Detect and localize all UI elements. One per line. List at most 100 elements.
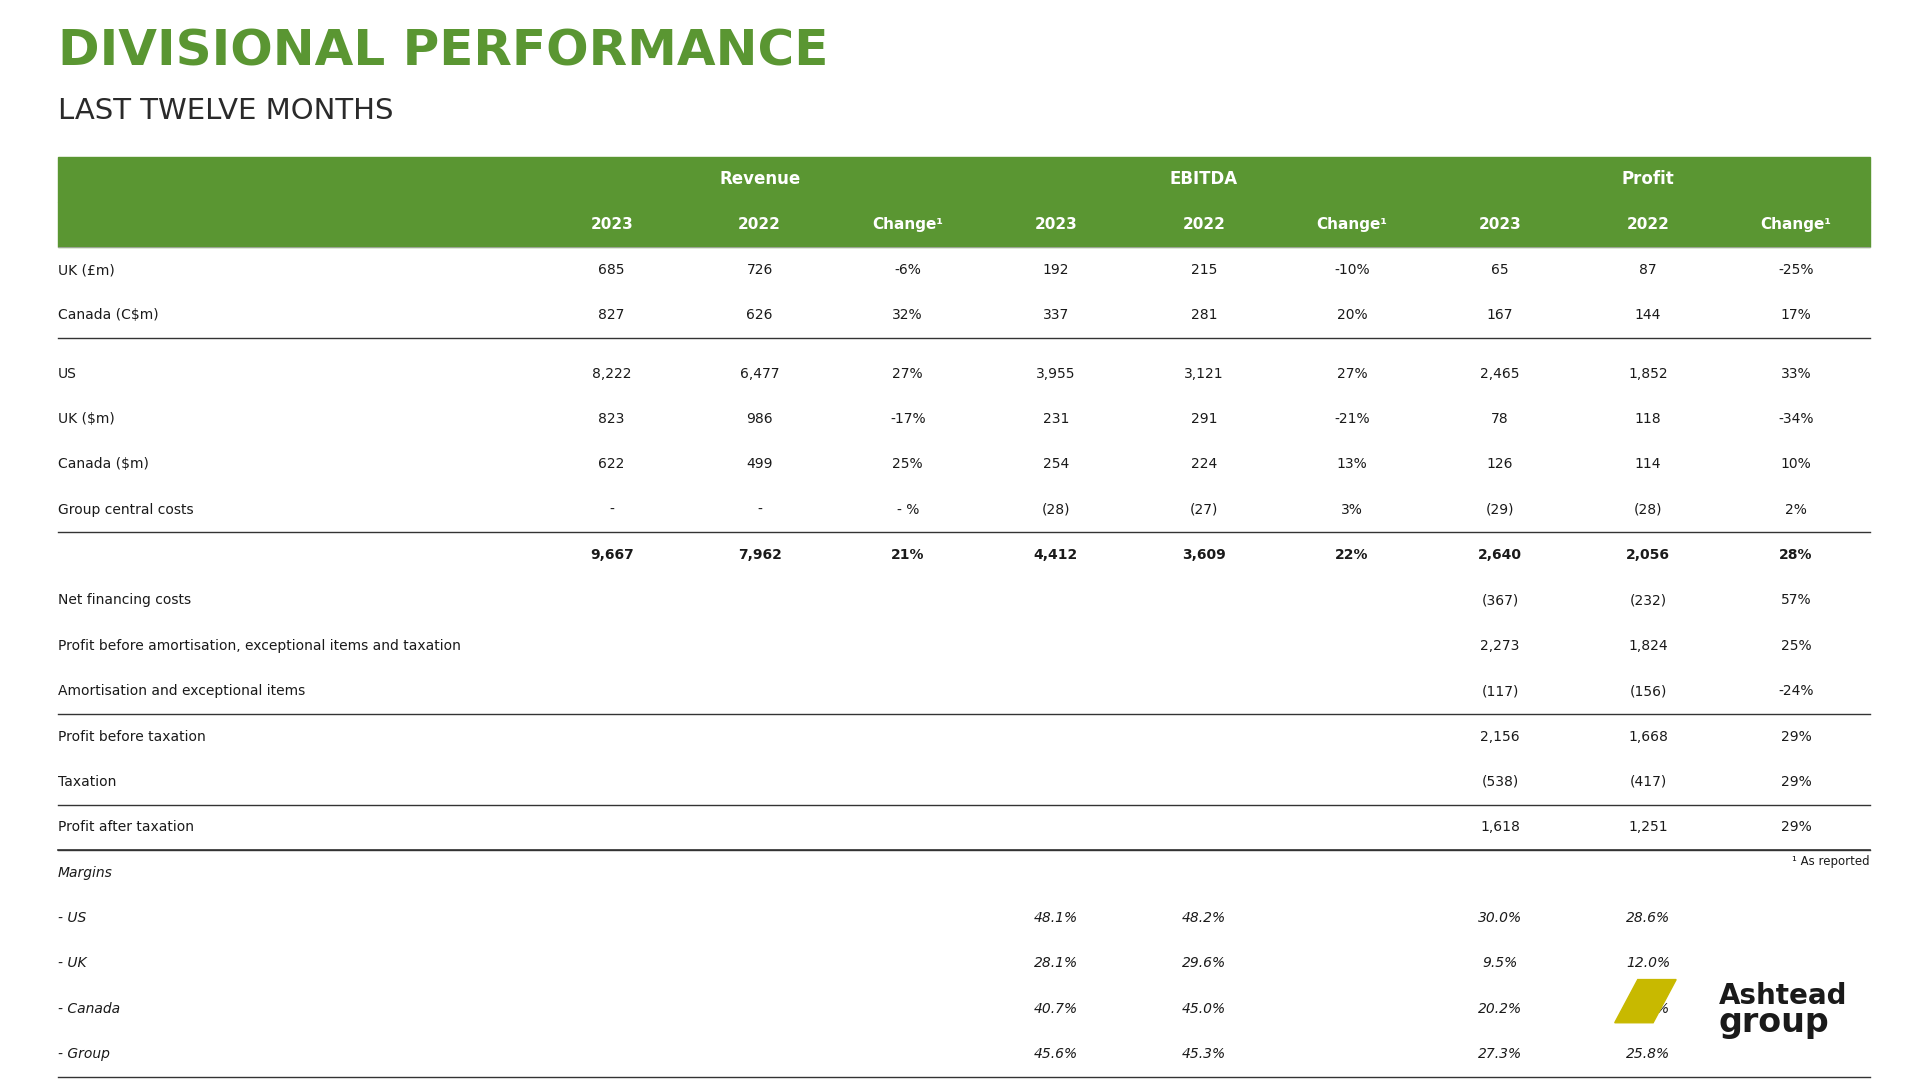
Text: (417): (417)	[1630, 775, 1667, 788]
Text: Change¹: Change¹	[872, 217, 943, 232]
Text: 13%: 13%	[1336, 458, 1367, 471]
Text: 254: 254	[1043, 458, 1069, 471]
Text: 1,618: 1,618	[1480, 821, 1521, 834]
Text: 3,955: 3,955	[1037, 367, 1075, 380]
Text: (117): (117)	[1480, 685, 1519, 698]
Text: 3,609: 3,609	[1183, 549, 1225, 562]
Text: UK (£m): UK (£m)	[58, 264, 115, 276]
Text: UK ($m): UK ($m)	[58, 413, 115, 426]
Text: 3,121: 3,121	[1185, 367, 1223, 380]
Text: 1,852: 1,852	[1628, 367, 1668, 380]
Text: - US: - US	[58, 912, 86, 924]
Text: 12.0%: 12.0%	[1626, 957, 1670, 970]
Text: 823: 823	[599, 413, 624, 426]
Text: Profit after taxation: Profit after taxation	[58, 821, 194, 834]
Text: Amortisation and exceptional items: Amortisation and exceptional items	[58, 685, 305, 698]
Text: 1,251: 1,251	[1628, 821, 1668, 834]
Bar	[58, 202, 1870, 247]
Text: Change¹: Change¹	[1761, 217, 1832, 232]
Text: - Group: - Group	[58, 1048, 109, 1061]
Text: 17%: 17%	[1780, 309, 1811, 322]
Text: 126: 126	[1486, 458, 1513, 471]
Text: 2022: 2022	[1626, 217, 1668, 232]
Text: 48.2%: 48.2%	[1183, 912, 1225, 924]
Text: 78: 78	[1492, 413, 1509, 426]
Text: 215: 215	[1190, 264, 1217, 276]
Text: Margins: Margins	[58, 866, 113, 879]
Text: 192: 192	[1043, 264, 1069, 276]
Text: 291: 291	[1190, 413, 1217, 426]
Text: 22%: 22%	[1334, 549, 1369, 562]
Text: -34%: -34%	[1778, 413, 1814, 426]
Text: 25%: 25%	[893, 458, 924, 471]
Text: 8,222: 8,222	[591, 367, 632, 380]
Text: 4,412: 4,412	[1033, 549, 1077, 562]
Text: 45.0%: 45.0%	[1183, 1002, 1225, 1015]
Text: 231: 231	[1043, 413, 1069, 426]
Text: 224: 224	[1190, 458, 1217, 471]
Text: 9,667: 9,667	[589, 549, 634, 562]
Text: 25.8%: 25.8%	[1626, 1048, 1670, 1061]
Text: Net financing costs: Net financing costs	[58, 594, 190, 607]
Text: 1,824: 1,824	[1628, 639, 1668, 652]
Bar	[58, 157, 1870, 202]
Text: Profit: Profit	[1622, 171, 1674, 188]
Text: (156): (156)	[1630, 685, 1667, 698]
Text: 29%: 29%	[1780, 821, 1811, 834]
Text: - Canada: - Canada	[58, 1002, 119, 1015]
Text: (367): (367)	[1482, 594, 1519, 607]
Text: 28%: 28%	[1780, 549, 1812, 562]
Text: 144: 144	[1634, 309, 1661, 322]
Text: 2,273: 2,273	[1480, 639, 1519, 652]
Text: 32%: 32%	[893, 309, 924, 322]
Text: 20.2%: 20.2%	[1478, 1002, 1523, 1015]
Text: -10%: -10%	[1334, 264, 1369, 276]
Text: 29%: 29%	[1780, 775, 1811, 788]
Text: US: US	[58, 367, 77, 380]
Text: 6,477: 6,477	[739, 367, 780, 380]
Text: 281: 281	[1190, 309, 1217, 322]
Text: 29.6%: 29.6%	[1183, 957, 1225, 970]
Text: 986: 986	[747, 413, 774, 426]
Text: (27): (27)	[1190, 503, 1217, 516]
Text: 2023: 2023	[1035, 217, 1077, 232]
Text: 337: 337	[1043, 309, 1069, 322]
Text: 499: 499	[747, 458, 774, 471]
Text: 27%: 27%	[1336, 367, 1367, 380]
Text: 33%: 33%	[1780, 367, 1811, 380]
Text: 2,640: 2,640	[1478, 549, 1523, 562]
Text: - UK: - UK	[58, 957, 86, 970]
Text: (28): (28)	[1041, 503, 1069, 516]
Text: 7,962: 7,962	[737, 549, 781, 562]
Text: LAST TWELVE MONTHS: LAST TWELVE MONTHS	[58, 97, 394, 125]
Text: 685: 685	[599, 264, 624, 276]
Text: Group central costs: Group central costs	[58, 503, 194, 516]
Text: Canada ($m): Canada ($m)	[58, 458, 148, 471]
Polygon shape	[1615, 980, 1676, 1023]
Text: Ashtead: Ashtead	[1718, 982, 1847, 1010]
Text: Revenue: Revenue	[720, 171, 801, 188]
Text: 27.3%: 27.3%	[1478, 1048, 1523, 1061]
Text: -24%: -24%	[1778, 685, 1814, 698]
Text: 626: 626	[747, 309, 774, 322]
Text: 27%: 27%	[893, 367, 924, 380]
Text: 2,056: 2,056	[1626, 549, 1670, 562]
Text: 21%: 21%	[891, 549, 925, 562]
Text: 2,465: 2,465	[1480, 367, 1521, 380]
Text: 2%: 2%	[1786, 503, 1807, 516]
Text: Change¹: Change¹	[1317, 217, 1388, 232]
Text: 48.1%: 48.1%	[1033, 912, 1077, 924]
Text: 45.6%: 45.6%	[1033, 1048, 1077, 1061]
Text: (538): (538)	[1482, 775, 1519, 788]
Text: 87: 87	[1640, 264, 1657, 276]
Text: 65: 65	[1492, 264, 1509, 276]
Text: -17%: -17%	[891, 413, 925, 426]
Text: (28): (28)	[1634, 503, 1663, 516]
Text: 45.3%: 45.3%	[1183, 1048, 1225, 1061]
Text: 28.1%: 28.1%	[1033, 957, 1077, 970]
Text: Canada (C$m): Canada (C$m)	[58, 309, 157, 322]
Text: 28.6%: 28.6%	[1626, 912, 1670, 924]
Text: (29): (29)	[1486, 503, 1515, 516]
Text: Profit before taxation: Profit before taxation	[58, 730, 205, 743]
Text: group: group	[1718, 1007, 1830, 1039]
